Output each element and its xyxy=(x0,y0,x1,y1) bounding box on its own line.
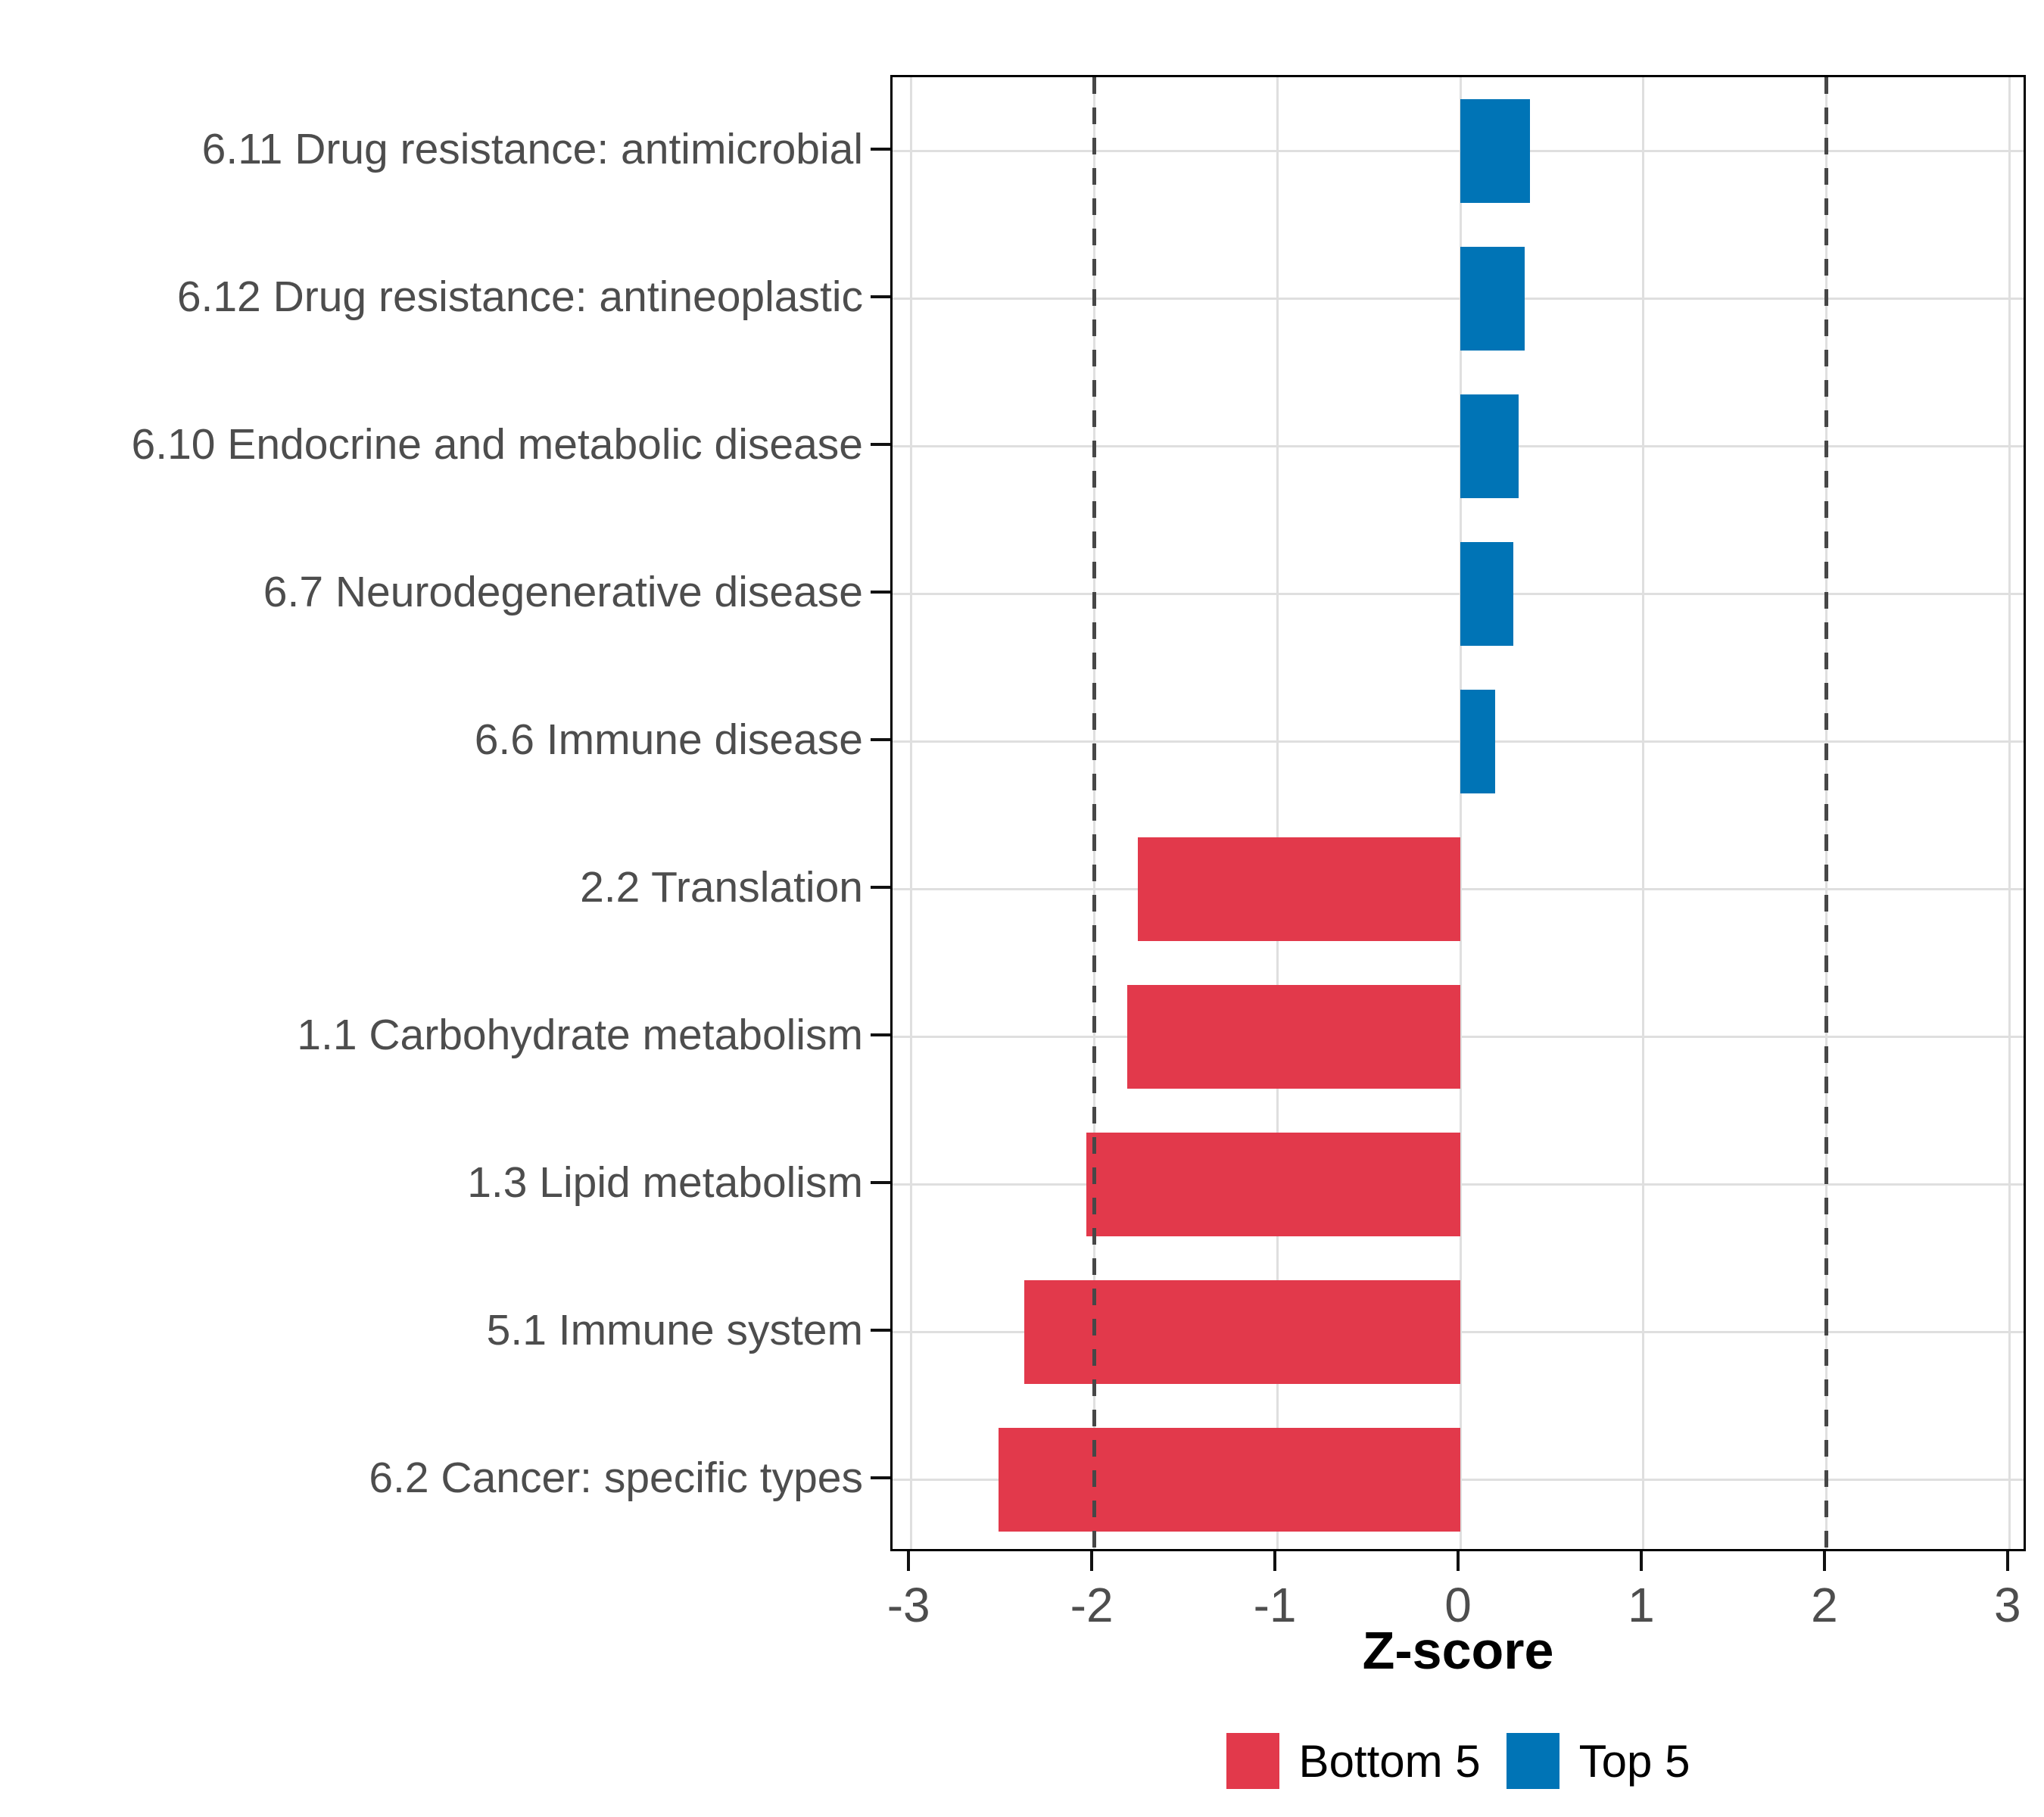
x-axis-tick xyxy=(1273,1551,1277,1571)
reference-line xyxy=(1824,77,1829,1549)
category-label: 6.6 Immune disease xyxy=(474,715,863,764)
bar-positive xyxy=(1460,690,1495,793)
y-axis-tick xyxy=(871,1180,890,1184)
legend-label: Bottom 5 xyxy=(1298,1735,1481,1787)
x-axis-tick xyxy=(907,1551,911,1571)
x-tick-label: -3 xyxy=(886,1578,930,1632)
category-label: 5.1 Immune system xyxy=(486,1305,863,1354)
y-axis-tick xyxy=(871,1328,890,1332)
category-label: 1.1 Carbohydrate metabolism xyxy=(297,1010,863,1059)
y-axis-tick xyxy=(871,737,890,741)
y-axis-tick xyxy=(871,590,890,594)
x-axis-tick xyxy=(1639,1551,1643,1571)
x-tick-label: 1 xyxy=(1628,1578,1655,1632)
x-gridline xyxy=(2008,77,2011,1549)
legend-swatch xyxy=(1506,1733,1559,1789)
category-label: 6.10 Endocrine and metabolic disease xyxy=(131,419,863,469)
x-gridline xyxy=(1459,77,1462,1549)
legend-label: Top 5 xyxy=(1578,1735,1690,1787)
y-axis-tick xyxy=(871,147,890,151)
category-label: 1.3 Lipid metabolism xyxy=(467,1158,863,1207)
x-gridline xyxy=(909,77,912,1549)
x-tick-label: -1 xyxy=(1253,1578,1297,1632)
y-gridline xyxy=(893,593,2024,595)
y-axis-tick xyxy=(871,1033,890,1036)
y-gridline xyxy=(893,298,2024,300)
bar-positive xyxy=(1460,247,1525,351)
x-axis-tick xyxy=(2005,1551,2009,1571)
y-axis-tick xyxy=(871,1476,890,1479)
legend-item: Top 5 xyxy=(1506,1733,1690,1789)
legend: Bottom 5 Top 5 xyxy=(890,1726,2026,1796)
bar-positive xyxy=(1460,542,1514,646)
y-gridline xyxy=(893,445,2024,447)
bar-negative xyxy=(1138,837,1460,941)
y-axis-tick xyxy=(871,295,890,298)
reference-line xyxy=(1092,77,1096,1549)
legend-swatch xyxy=(1226,1733,1279,1789)
y-gridline xyxy=(893,150,2024,152)
x-gridline xyxy=(1276,77,1279,1549)
x-tick-label: -2 xyxy=(1070,1578,1114,1632)
x-gridline xyxy=(1642,77,1645,1549)
bar-positive xyxy=(1460,394,1519,498)
y-gridline xyxy=(893,740,2024,743)
bar-positive xyxy=(1460,99,1530,203)
bar-negative xyxy=(1086,1133,1460,1236)
bar-negative xyxy=(1126,985,1460,1089)
category-label: 6.7 Neurodegenerative disease xyxy=(263,567,863,616)
category-label: 6.12 Drug resistance: antineoplastic xyxy=(176,272,863,321)
legend-item: Bottom 5 xyxy=(1226,1733,1481,1789)
plot-panel xyxy=(890,75,2026,1551)
x-axis-tick xyxy=(1457,1551,1460,1571)
category-label: 6.11 Drug resistance: antimicrobial xyxy=(201,124,863,173)
category-label: 6.2 Cancer: specific types xyxy=(369,1453,863,1502)
bar-negative xyxy=(999,1428,1460,1532)
x-tick-label: 0 xyxy=(1444,1578,1472,1632)
x-axis-tick xyxy=(1090,1551,1094,1571)
category-label: 2.2 Translation xyxy=(580,862,863,912)
x-axis-title: Z-score xyxy=(1362,1621,1554,1680)
x-tick-label: 2 xyxy=(1811,1578,1838,1632)
x-tick-label: 3 xyxy=(1994,1578,2021,1632)
y-axis-tick xyxy=(871,885,890,889)
x-axis-tick xyxy=(1822,1551,1826,1571)
bar-negative xyxy=(1024,1280,1460,1384)
y-axis-tick xyxy=(871,442,890,446)
